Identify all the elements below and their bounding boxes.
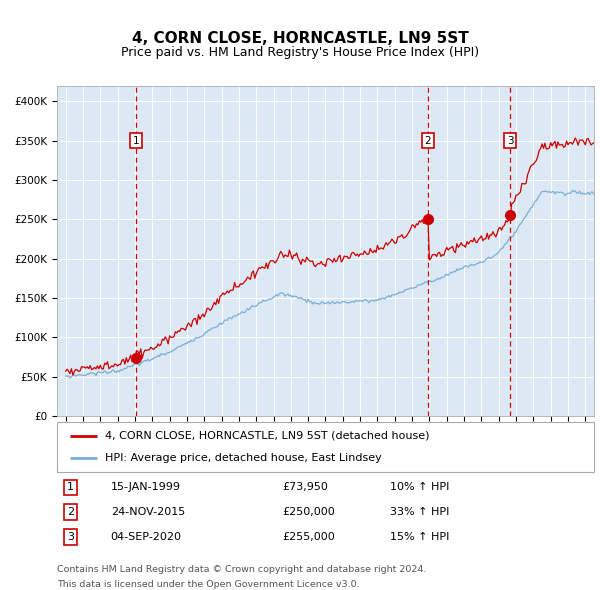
Text: £255,000: £255,000	[283, 532, 335, 542]
FancyBboxPatch shape	[57, 422, 594, 472]
Text: 2: 2	[424, 136, 431, 146]
Text: Contains HM Land Registry data © Crown copyright and database right 2024.: Contains HM Land Registry data © Crown c…	[57, 565, 427, 574]
Text: 4, CORN CLOSE, HORNCASTLE, LN9 5ST: 4, CORN CLOSE, HORNCASTLE, LN9 5ST	[131, 31, 469, 46]
Text: 1: 1	[67, 483, 74, 493]
Text: 4, CORN CLOSE, HORNCASTLE, LN9 5ST (detached house): 4, CORN CLOSE, HORNCASTLE, LN9 5ST (deta…	[106, 431, 430, 441]
Text: £73,950: £73,950	[283, 483, 328, 493]
Text: 33% ↑ HPI: 33% ↑ HPI	[390, 507, 449, 517]
Text: 1: 1	[133, 136, 139, 146]
Text: £250,000: £250,000	[283, 507, 335, 517]
Text: This data is licensed under the Open Government Licence v3.0.: This data is licensed under the Open Gov…	[57, 579, 359, 589]
Text: 3: 3	[67, 532, 74, 542]
Text: 2: 2	[67, 507, 74, 517]
Text: 10% ↑ HPI: 10% ↑ HPI	[390, 483, 449, 493]
Text: 04-SEP-2020: 04-SEP-2020	[111, 532, 182, 542]
Text: Price paid vs. HM Land Registry's House Price Index (HPI): Price paid vs. HM Land Registry's House …	[121, 46, 479, 59]
Text: 15% ↑ HPI: 15% ↑ HPI	[390, 532, 449, 542]
Text: 15-JAN-1999: 15-JAN-1999	[111, 483, 181, 493]
Text: 24-NOV-2015: 24-NOV-2015	[111, 507, 185, 517]
Text: 3: 3	[507, 136, 514, 146]
Text: HPI: Average price, detached house, East Lindsey: HPI: Average price, detached house, East…	[106, 453, 382, 463]
